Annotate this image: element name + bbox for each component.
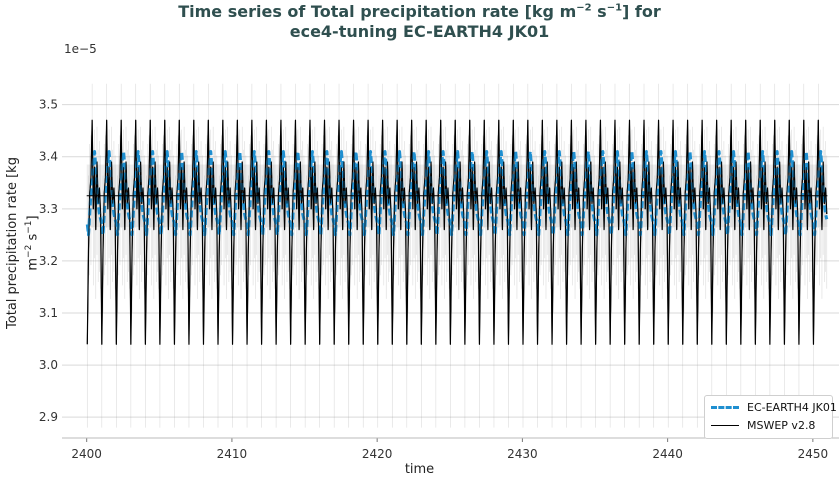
x-tick-label: 2410: [217, 447, 248, 461]
legend-swatch-mswep: [711, 425, 739, 426]
y-tick-label: 3.4: [39, 150, 58, 164]
x-tick-label: 2450: [798, 447, 829, 461]
y-axis-exponent: 1e−5: [64, 42, 97, 56]
x-tick-label: 2430: [507, 447, 538, 461]
chart-title-line-2: ece4-tuning EC-EARTH4 JK01: [289, 22, 550, 41]
x-tick-label: 2420: [362, 447, 393, 461]
ecearth-series-layer: [85, 120, 829, 345]
x-tick-label: 2400: [71, 447, 102, 461]
legend-swatch-ecearth: [711, 406, 739, 409]
mswep-v2-8-line-overlay: [86, 120, 828, 345]
y-tick-label: 3.3: [39, 202, 58, 216]
y-tick-label: 3.2: [39, 254, 58, 268]
axis-layer: 2.9 3.0 3.1 3.2 3.3 3.4 3.5 2400 2410 2420 2430 244…: [39, 98, 839, 461]
legend: EC-EARTH4 JK01 MSWEP v2.8: [704, 395, 837, 439]
y-tick-label: 3.1: [39, 306, 58, 320]
y-tick-label: 2.9: [39, 410, 58, 424]
ec-earth4-jk01-line: [85, 150, 829, 237]
x-tick-label: 2440: [652, 447, 683, 461]
legend-label-ecearth: EC-EARTH4 JK01: [747, 401, 837, 414]
y-tick-label: 3.0: [39, 358, 58, 372]
legend-label-mswep: MSWEP v2.8: [747, 419, 816, 432]
x-axis-label: time: [404, 462, 435, 477]
chart-title-line-1: Time series of Total precipitation rate …: [178, 2, 661, 21]
y-tick-label: 3.5: [39, 98, 58, 112]
